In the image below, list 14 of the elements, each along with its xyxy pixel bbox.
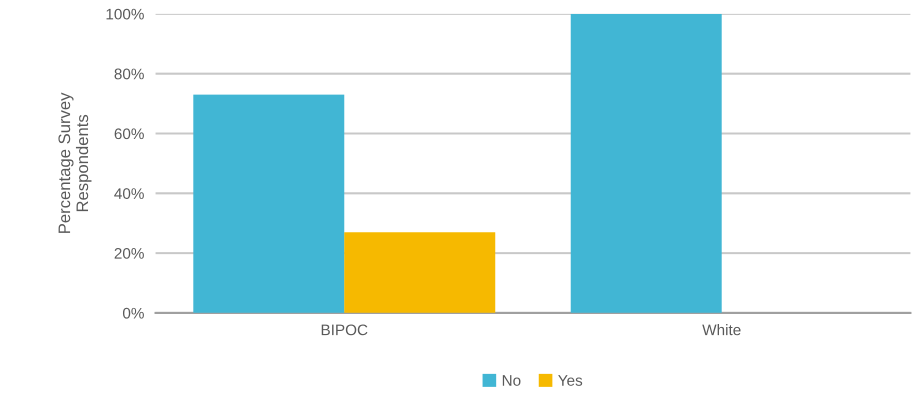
bar	[193, 94, 344, 313]
bar	[344, 232, 496, 313]
y-tick-label: 40%	[114, 188, 144, 199]
y-tick-label: 0%	[122, 308, 144, 319]
legend-label: No	[502, 375, 520, 386]
y-axis-title: Percentage Survey Respondents	[58, 92, 92, 233]
x-tick-label: White	[702, 324, 741, 336]
y-tick-label: 20%	[114, 248, 144, 259]
x-tick-label: BIPOC	[322, 324, 368, 336]
y-tick-label: 60%	[114, 128, 144, 140]
bar	[570, 14, 722, 313]
legend-label: Yes	[558, 375, 582, 386]
y-tick-label: 80%	[114, 68, 144, 80]
y-tick-label: 100%	[106, 8, 144, 20]
